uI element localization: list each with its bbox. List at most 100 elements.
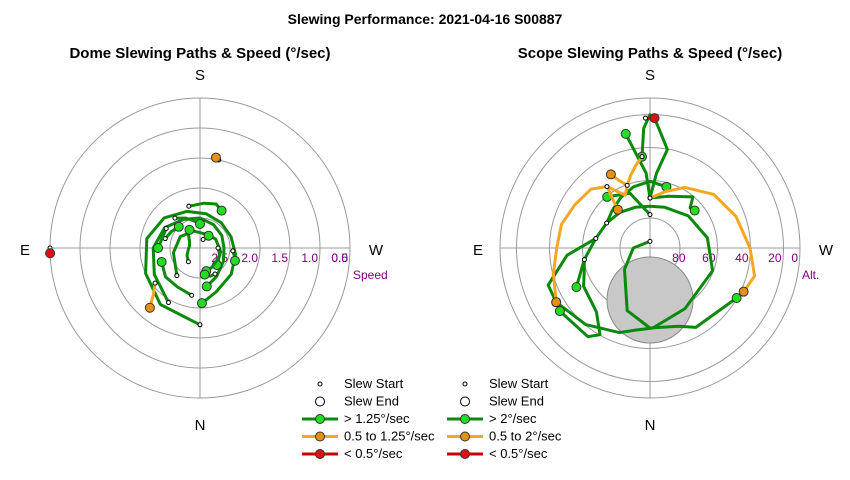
slew-start-marker [212,271,218,277]
slew-path-fast [188,201,223,212]
slew-start-marker [639,154,645,160]
dome-dir-top: S [195,67,205,84]
slew-end-marker [203,230,214,241]
slew-start-marker [647,195,653,201]
slew-end-marker [551,297,562,308]
legend-marker-fast [460,414,470,424]
figure-title: Slewing Performance: 2021-04-16 S00887 [288,11,563,27]
scope-dir-right: W [819,242,834,259]
legend-label-mid: 0.5 to 2°/sec [489,429,562,444]
slew-end-marker [554,306,565,317]
legend-label-start: Slew Start [344,376,404,391]
slew-end-marker [195,219,205,229]
legend-start-marker [317,381,323,387]
slew-end-marker [738,286,749,297]
slew-start-marker [166,300,171,306]
slew-start-marker [581,257,587,263]
slew-end-marker [731,293,742,303]
scope-dir-top: S [645,67,655,84]
scope-radial-label: Alt. [802,268,819,282]
slew-start-marker [230,248,236,254]
scope-polar-chart: Scope Slewing Paths & Speed (°/sec) S N … [473,45,834,434]
radial-tick-label: 80 [672,251,686,265]
slew-path-mid [551,155,644,303]
slew-end-marker [229,255,240,266]
slew-end-marker [144,302,155,313]
scope-chart-title: Scope Slewing Paths & Speed (°/sec) [518,45,782,62]
legend-start-marker [462,381,468,387]
slew-start-marker [624,182,630,188]
scope-legend: Slew Start Slew End > 2°/sec 0.5 to 2°/sec <… [447,376,562,461]
slew-end-marker [571,282,582,293]
slew-path-fast [606,191,652,216]
dome-dir-left: E [20,242,30,259]
slew-path-fast [555,204,715,335]
radial-tick-label: 1.0 [301,251,318,265]
legend-marker-slow [315,449,325,459]
slew-start-marker [197,322,203,328]
slew-path-fast [640,113,669,199]
dome-dir-bottom: N [195,417,206,434]
dome-grid [49,97,351,399]
scope-dir-left: E [473,242,483,259]
slew-end-marker [216,205,227,216]
legend-label-end: Slew End [489,394,544,409]
dome-legend: Slew Start Slew End > 1.25°/sec 0.5 to 1.25… [302,376,435,461]
slew-end-marker [201,281,212,292]
legend-end-marker [315,396,325,407]
slew-end-marker [649,113,660,124]
slew-path-fast [624,133,652,199]
dome-paths [45,152,240,328]
legend-label-fast: > 2°/sec [489,411,537,426]
radial-tick-label: 2.0 [241,251,258,265]
dome-chart-title: Dome Slewing Paths & Speed (°/sec) [69,45,330,62]
radial-tick-label: 0 [791,251,798,265]
slew-end-marker [173,221,184,232]
scope-dir-bottom: N [645,417,656,434]
slew-path-fast [558,259,602,339]
slew-end-marker [196,298,207,309]
dome-polar-chart: Dome Slewing Paths & Speed (°/sec) S N E… [20,45,388,434]
radial-tick-label: 20 [768,251,782,265]
legend-label-fast: > 1.25°/sec [344,411,410,426]
legend-end-marker [460,396,470,407]
scope-radial-ticks: 80 60 40 20 0 [672,251,798,265]
slew-path-fast [160,261,193,297]
slew-start-marker [185,259,191,265]
radial-tick-label: 40 [735,251,749,265]
dome-dir-right: W [369,242,384,259]
radial-tick-label: 0.5 [331,251,348,265]
slew-end-marker [612,204,623,215]
dome-obstruction-patch [606,256,694,344]
legend-label-mid: 0.5 to 1.25°/sec [344,429,435,444]
slew-path-fast [649,194,696,212]
legend-label-slow: < 0.5°/sec [489,446,548,461]
slew-start-marker [189,292,195,298]
slew-start-marker [647,212,653,218]
slew-start-marker [604,184,610,190]
slew-end-marker [605,169,616,180]
dome-radial-label: Speed [353,268,388,282]
slew-start-marker [172,215,178,221]
slew-start-marker [647,238,653,244]
slew-end-marker [199,269,210,280]
legend-marker-mid [460,431,470,442]
slew-end-marker [156,256,167,267]
slew-end-marker [153,243,163,253]
slew-start-marker [152,280,158,286]
slew-start-marker [200,237,206,243]
slew-path-mid [649,185,757,293]
slew-end-marker [620,128,631,139]
slew-end-marker [184,224,195,235]
slew-start-marker [163,226,169,231]
legend-label-start: Slew Start [489,376,549,391]
legend-marker-mid [315,431,325,442]
slew-path-fast [144,209,237,327]
legend-marker-fast [315,414,325,424]
scope-paths [546,113,757,339]
slew-start-marker [215,245,221,251]
slew-start-marker [174,273,180,279]
radial-tick-label: 1.5 [271,251,288,265]
radial-tick-label: 0.0 [331,251,348,265]
